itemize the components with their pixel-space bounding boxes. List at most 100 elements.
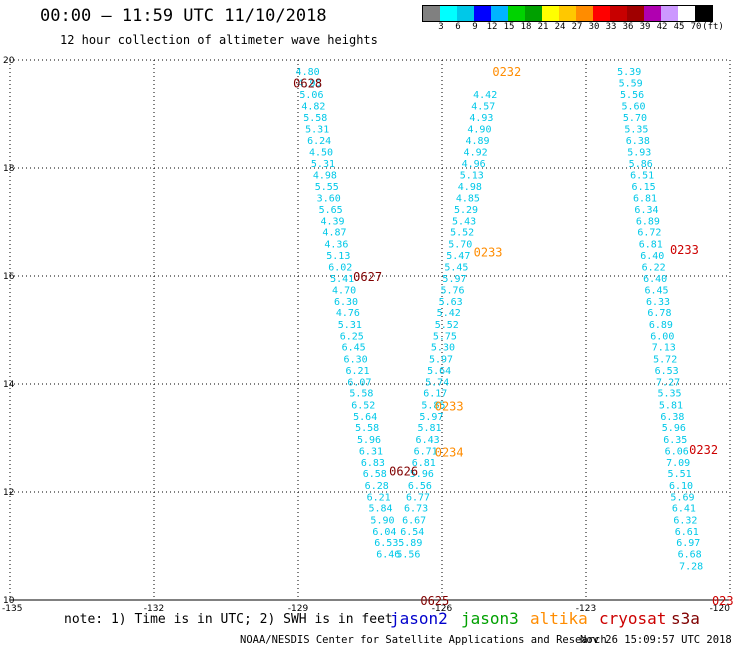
data-point-label: 5.81 — [659, 401, 683, 412]
data-point-label: 6.61 — [675, 527, 699, 538]
data-point-label: 5.30 — [431, 343, 455, 354]
legend-label: 36 — [622, 22, 634, 32]
data-point-label: 5.06 — [299, 90, 323, 101]
data-point-label: 6.51 — [630, 170, 654, 181]
data-point-label: 5.96 — [357, 435, 381, 446]
data-point-label: 5.64 — [353, 412, 377, 423]
x-tick-label: -135 — [2, 604, 22, 614]
data-point-label: 6.35 — [663, 435, 687, 446]
data-point-label: 4.36 — [324, 240, 348, 251]
data-point-label: 5.39 — [617, 67, 641, 78]
credit-text: NOAA/NESDIS Center for Satellite Applica… — [240, 634, 607, 646]
data-point-label: 5.58 — [303, 113, 327, 124]
data-point-label: 5.35 — [624, 125, 648, 136]
legend-label: 12 — [486, 22, 498, 32]
data-point-label: 4.92 — [464, 147, 488, 158]
data-point-label: 6.45 — [645, 286, 669, 297]
data-point-label: 5.47 — [446, 251, 470, 262]
data-point-label: 5.85 — [421, 401, 445, 412]
pass-time-annotation: 0234 — [435, 446, 464, 460]
data-point-label: 5.56 — [620, 90, 644, 101]
data-point-label: 5.58 — [349, 389, 373, 400]
legend-label: 33 — [605, 22, 617, 32]
chart-subtitle: 12 hour collection of altimeter wave hei… — [60, 33, 378, 47]
data-point-label: 5.59 — [619, 79, 643, 90]
data-point-label: 4.39 — [321, 216, 345, 227]
data-point-label: 5.52 — [435, 320, 459, 331]
data-point-label: 5.72 — [653, 355, 677, 366]
data-point-label: 5.52 — [450, 228, 474, 239]
data-point-label: 6.54 — [400, 527, 424, 538]
data-point-label: 6.67 — [402, 516, 426, 527]
legend-swatch — [576, 6, 593, 21]
data-point-label: 5.96 — [662, 423, 686, 434]
data-point-label: 7.28 — [679, 561, 703, 572]
y-tick-label: 18 — [3, 164, 15, 174]
data-point-label: 7.09 — [666, 458, 690, 469]
data-point-label: 5.42 — [437, 308, 461, 319]
data-point-label: 5.58 — [355, 423, 379, 434]
color-scale-legend — [422, 5, 713, 22]
legend-swatch — [423, 6, 440, 21]
data-point-label: 5.75 — [433, 331, 457, 342]
data-point-label: 4.82 — [301, 101, 325, 112]
data-point-label: 5.56 — [396, 550, 420, 561]
data-point-label: 6.15 — [632, 182, 656, 193]
data-point-label: 5.60 — [621, 101, 645, 112]
data-point-label: 5.31 — [305, 125, 329, 136]
data-point-label: 6.73 — [404, 504, 428, 515]
pass-time-annotation: 0626 — [389, 464, 418, 478]
data-point-label: 6.41 — [672, 504, 696, 515]
data-point-label: 5.13 — [326, 251, 350, 262]
pass-time-annotation: 0625 — [420, 594, 449, 608]
data-point-label: 5.69 — [670, 492, 694, 503]
data-point-label: 6.46 — [376, 550, 400, 561]
data-point-label: 5.76 — [441, 286, 465, 297]
data-point-label: 4.98 — [458, 182, 482, 193]
data-point-label: 6.04 — [372, 527, 396, 538]
data-point-label: 7.27 — [656, 377, 680, 388]
legend-label: 15 — [503, 22, 515, 32]
legend-swatch — [610, 6, 627, 21]
data-point-label: 5.31 — [338, 320, 362, 331]
data-point-label: 6.06 — [665, 446, 689, 457]
satellite-label-jason3: jason3 — [461, 609, 519, 628]
data-point-label: 5.64 — [427, 366, 451, 377]
data-point-label: 6.52 — [351, 401, 375, 412]
data-point-label: 6.58 — [363, 469, 387, 480]
legend-swatch — [559, 6, 576, 21]
legend-label: (ft) — [702, 22, 724, 32]
data-point-label: 5.93 — [627, 147, 651, 158]
data-point-label: 6.07 — [347, 377, 371, 388]
x-tick-label: -120 — [710, 604, 731, 614]
legend-swatch — [525, 6, 542, 21]
data-point-label: 6.71 — [414, 446, 438, 457]
legend-label: 24 — [554, 22, 566, 32]
data-point-label: 5.31 — [311, 159, 335, 170]
data-point-label: 5.41 — [330, 274, 354, 285]
data-point-label: 5.65 — [319, 205, 343, 216]
data-point-label: 4.70 — [332, 286, 356, 297]
data-point-label: 3.60 — [317, 194, 341, 205]
legend-swatch — [661, 6, 678, 21]
data-point-label: 4.98 — [313, 170, 337, 181]
pass-time-annotation: 0233 — [670, 243, 699, 257]
legend-label: 21 — [537, 22, 549, 32]
y-tick-label: 20 — [3, 56, 15, 66]
satellite-label-s3a: s3a — [671, 609, 700, 628]
pass-time-annotation: 0233 — [474, 246, 503, 260]
data-point-label: 6.31 — [359, 446, 383, 457]
data-point-label: 6.30 — [334, 297, 358, 308]
data-point-label: 6.40 — [643, 274, 667, 285]
data-point-label: 6.81 — [639, 240, 663, 251]
data-point-label: 5.51 — [668, 469, 692, 480]
pass-time-annotation: 0232 — [492, 65, 521, 79]
data-point-label: 6.77 — [406, 492, 430, 503]
legend-label: 18 — [520, 22, 532, 32]
x-tick-label: -123 — [576, 604, 596, 614]
data-point-label: 5.81 — [417, 423, 441, 434]
data-point-label: 6.00 — [650, 331, 674, 342]
data-point-label: 6.32 — [673, 516, 697, 527]
